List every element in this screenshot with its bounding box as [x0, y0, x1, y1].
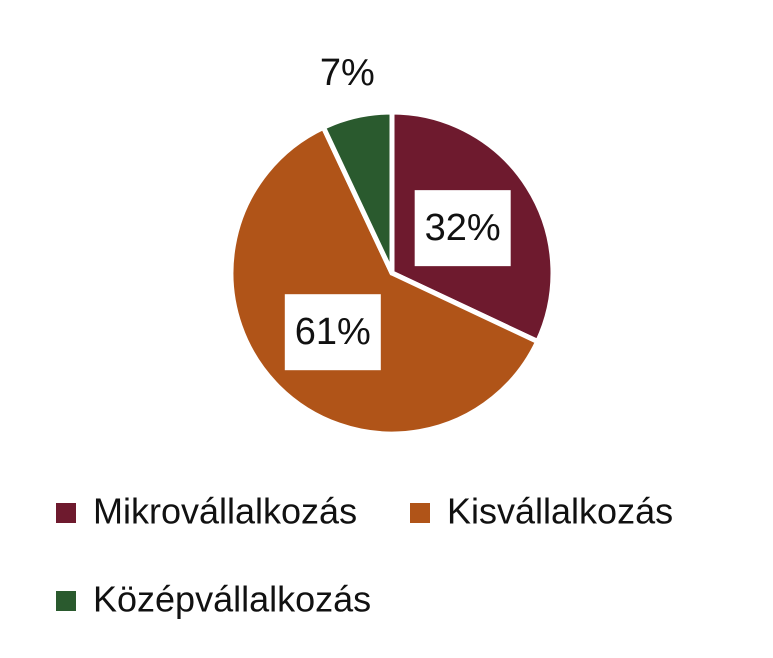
legend-swatch [56, 503, 76, 523]
data-label: 61% [295, 311, 371, 353]
legend-swatch [410, 503, 430, 523]
label-box [284, 294, 381, 371]
legend-label: Kisvállalkozás [447, 491, 673, 532]
data-label: 7% [320, 52, 375, 94]
legend-label: Középvállalkozás [93, 579, 371, 620]
data-label: 32% [425, 207, 501, 249]
label-box [414, 190, 511, 267]
pie-slice [320, 109, 395, 276]
legend-label: Mikrovállalkozás [93, 491, 357, 532]
legend-swatch [56, 591, 76, 611]
